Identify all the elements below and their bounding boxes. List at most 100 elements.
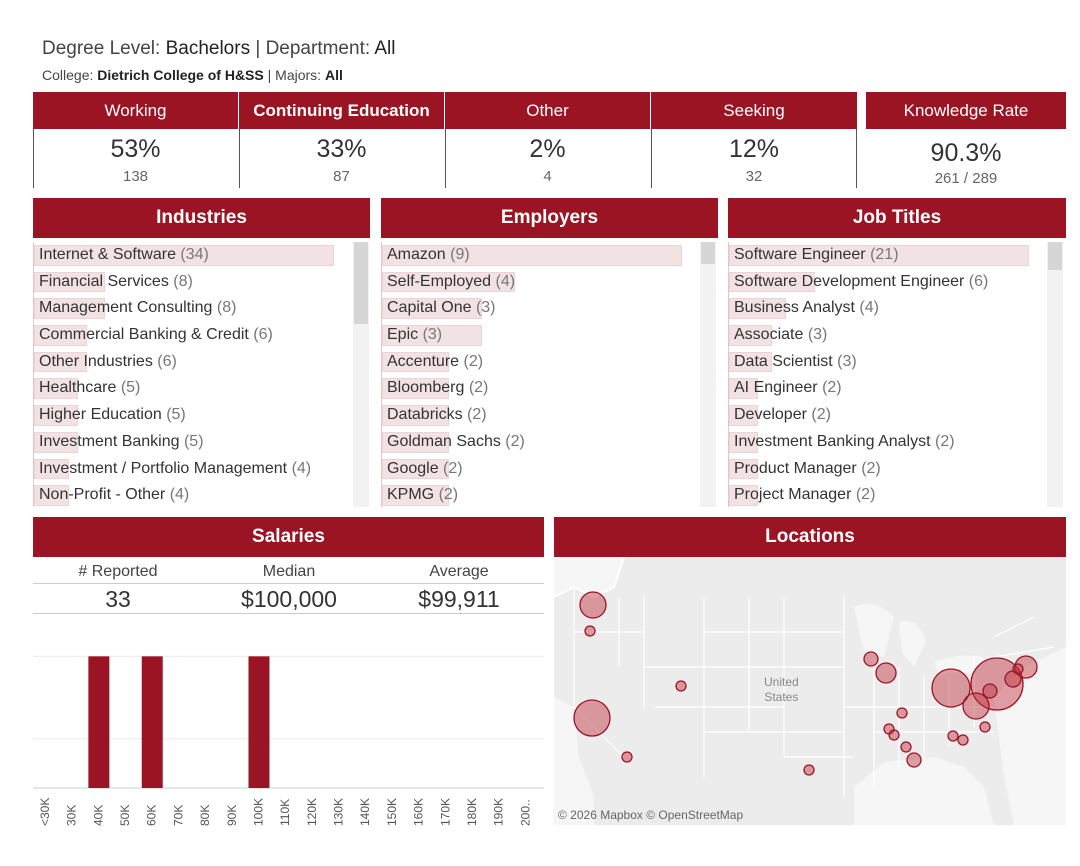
majors-label: Majors: xyxy=(275,67,322,83)
location-bubble[interactable] xyxy=(803,764,815,776)
location-bubble[interactable] xyxy=(573,699,611,737)
kpi-header-knowledge-rate[interactable]: Knowledge Rate xyxy=(866,92,1066,129)
location-bubble[interactable] xyxy=(947,730,959,742)
list-item[interactable]: Accenture (2) xyxy=(381,348,699,376)
list-item[interactable]: Management Consulting (8) xyxy=(33,295,351,323)
list-item[interactable]: Internet & Software (34) xyxy=(33,242,351,269)
list-item[interactable]: Investment / Portfolio Management (4) xyxy=(33,455,351,483)
employers-list[interactable]: Amazon (9) Self-Employed (4) Capital One (… xyxy=(381,242,699,507)
list-item[interactable]: Other Industries (6) xyxy=(33,348,351,376)
location-bubble[interactable] xyxy=(888,729,900,741)
salary-bar-100K[interactable] xyxy=(248,656,270,788)
tick-label: 170K xyxy=(438,798,452,826)
list-item-count: (2) xyxy=(861,459,881,477)
location-bubble[interactable] xyxy=(896,707,908,719)
kpi-seeking[interactable]: 12% 32 xyxy=(651,129,857,188)
tick-label: 160K xyxy=(412,798,426,826)
location-bubble[interactable] xyxy=(906,752,922,768)
list-item-name: Product Manager xyxy=(734,459,862,477)
industries-scrollbar[interactable] xyxy=(353,242,369,507)
list-item[interactable]: Epic (3) xyxy=(381,322,699,349)
list-item-count: (2) xyxy=(935,432,955,450)
list-item[interactable]: Higher Education (5) xyxy=(33,402,351,429)
list-item[interactable]: Healthcare (5) xyxy=(33,375,351,403)
kpi-other[interactable]: 2% 4 xyxy=(445,129,650,188)
list-item[interactable]: Self-Employed (4) xyxy=(381,268,699,296)
list-item[interactable]: Investment Banking Analyst (2) xyxy=(728,428,1046,456)
list-item-name: Databricks xyxy=(387,406,468,424)
employers-scrollbar[interactable] xyxy=(700,242,716,507)
panel-title: Job Titles xyxy=(852,207,942,228)
scrollbar-thumb[interactable] xyxy=(1048,242,1062,270)
list-item[interactable]: Google (2) xyxy=(381,455,699,483)
kpi-header-seeking[interactable]: Seeking xyxy=(651,92,857,129)
list-item[interactable]: Non-Profit - Other (4) xyxy=(33,482,351,507)
list-item[interactable]: Product Manager (2) xyxy=(728,455,1046,483)
job-titles-list[interactable]: Software Engineer (21) Software Developme… xyxy=(728,242,1046,507)
list-item-name: Other Industries xyxy=(39,352,158,370)
list-item-bar xyxy=(34,485,70,506)
list-item-count: (3) xyxy=(807,326,828,344)
list-item-count: (4) xyxy=(291,459,312,477)
list-item[interactable]: Associate (3) xyxy=(728,322,1046,349)
map-attribution[interactable]: © 2026 Mapbox © OpenStreetMap xyxy=(558,808,744,822)
location-bubble[interactable] xyxy=(621,751,633,763)
great-lakes xyxy=(854,603,894,657)
scrollbar-thumb[interactable] xyxy=(354,242,368,324)
list-item[interactable]: Software Engineer (21) xyxy=(728,242,1046,269)
kpi-header-other[interactable]: Other xyxy=(445,92,650,129)
location-bubble[interactable] xyxy=(579,591,607,619)
salary-bar-60K[interactable] xyxy=(141,656,163,788)
location-bubble[interactable] xyxy=(962,692,990,720)
location-bubbles[interactable] xyxy=(554,557,1066,825)
list-item-bar xyxy=(382,431,449,453)
list-item[interactable]: Developer (2) xyxy=(728,402,1046,429)
list-item-count: (21) xyxy=(870,246,899,263)
scrollbar-thumb[interactable] xyxy=(701,242,715,264)
kpi-working[interactable]: 53% 138 xyxy=(33,129,238,188)
list-item[interactable]: Data Scientist (3) xyxy=(728,348,1046,376)
kpi-header-working[interactable]: Working xyxy=(33,92,238,129)
location-bubble[interactable] xyxy=(863,651,879,667)
list-item[interactable]: Business Analyst (4) xyxy=(728,295,1046,323)
list-item[interactable]: AI Engineer (2) xyxy=(728,375,1046,403)
list-item[interactable]: KPMG (2) xyxy=(381,482,699,507)
salary-bar-40K[interactable] xyxy=(88,656,110,788)
kpi-values-row xyxy=(33,129,857,188)
list-item[interactable]: Goldman Sachs (2) xyxy=(381,428,699,456)
list-item[interactable]: Databricks (2) xyxy=(381,402,699,429)
kpi-label: Other xyxy=(526,100,569,120)
kpi-header-continuing-education[interactable]: Continuing Education xyxy=(239,92,444,129)
locations-map[interactable]: United States xyxy=(554,557,1066,825)
list-item[interactable]: Capital One (3) xyxy=(381,295,699,323)
kpi-knowledge-rate[interactable]: 90.3% 261 / 289 xyxy=(866,129,1066,188)
location-bubble[interactable] xyxy=(584,625,596,637)
country-label-line: United xyxy=(764,675,799,689)
list-item-bar xyxy=(382,298,482,320)
location-bubble[interactable] xyxy=(875,662,897,684)
list-item[interactable]: Investment Banking (5) xyxy=(33,428,351,456)
list-item[interactable]: Amazon (9) xyxy=(381,242,699,269)
location-bubble[interactable] xyxy=(982,683,998,699)
list-item-count: (2) xyxy=(855,486,876,504)
location-bubble[interactable] xyxy=(1012,663,1024,675)
kpi-continuing-education[interactable]: 33% 87 xyxy=(239,129,444,188)
list-item[interactable]: Bloomberg (2) xyxy=(381,375,699,403)
location-bubble[interactable] xyxy=(979,721,991,733)
divider xyxy=(856,129,857,188)
list-item[interactable]: Commercial Banking & Credit (6) xyxy=(33,322,351,349)
job-titles-scrollbar[interactable] xyxy=(1047,242,1063,507)
list-item-name: Investment Banking xyxy=(39,432,184,450)
location-bubble[interactable] xyxy=(931,668,971,708)
industries-list[interactable]: Internet & Software (34) Financial Servic… xyxy=(33,242,351,507)
location-bubble[interactable] xyxy=(1014,655,1038,679)
location-bubble[interactable] xyxy=(957,734,969,746)
list-item-count: (5) xyxy=(166,406,186,424)
locations-header: Locations xyxy=(554,517,1066,557)
list-item[interactable]: Financial Services (8) xyxy=(33,268,351,296)
list-item-bar xyxy=(729,378,758,400)
location-bubble[interactable] xyxy=(675,680,687,692)
list-item[interactable]: Project Manager (2) xyxy=(728,482,1046,507)
list-item[interactable]: Software Development Engineer (6) xyxy=(728,268,1046,296)
location-bubble[interactable] xyxy=(900,741,912,753)
